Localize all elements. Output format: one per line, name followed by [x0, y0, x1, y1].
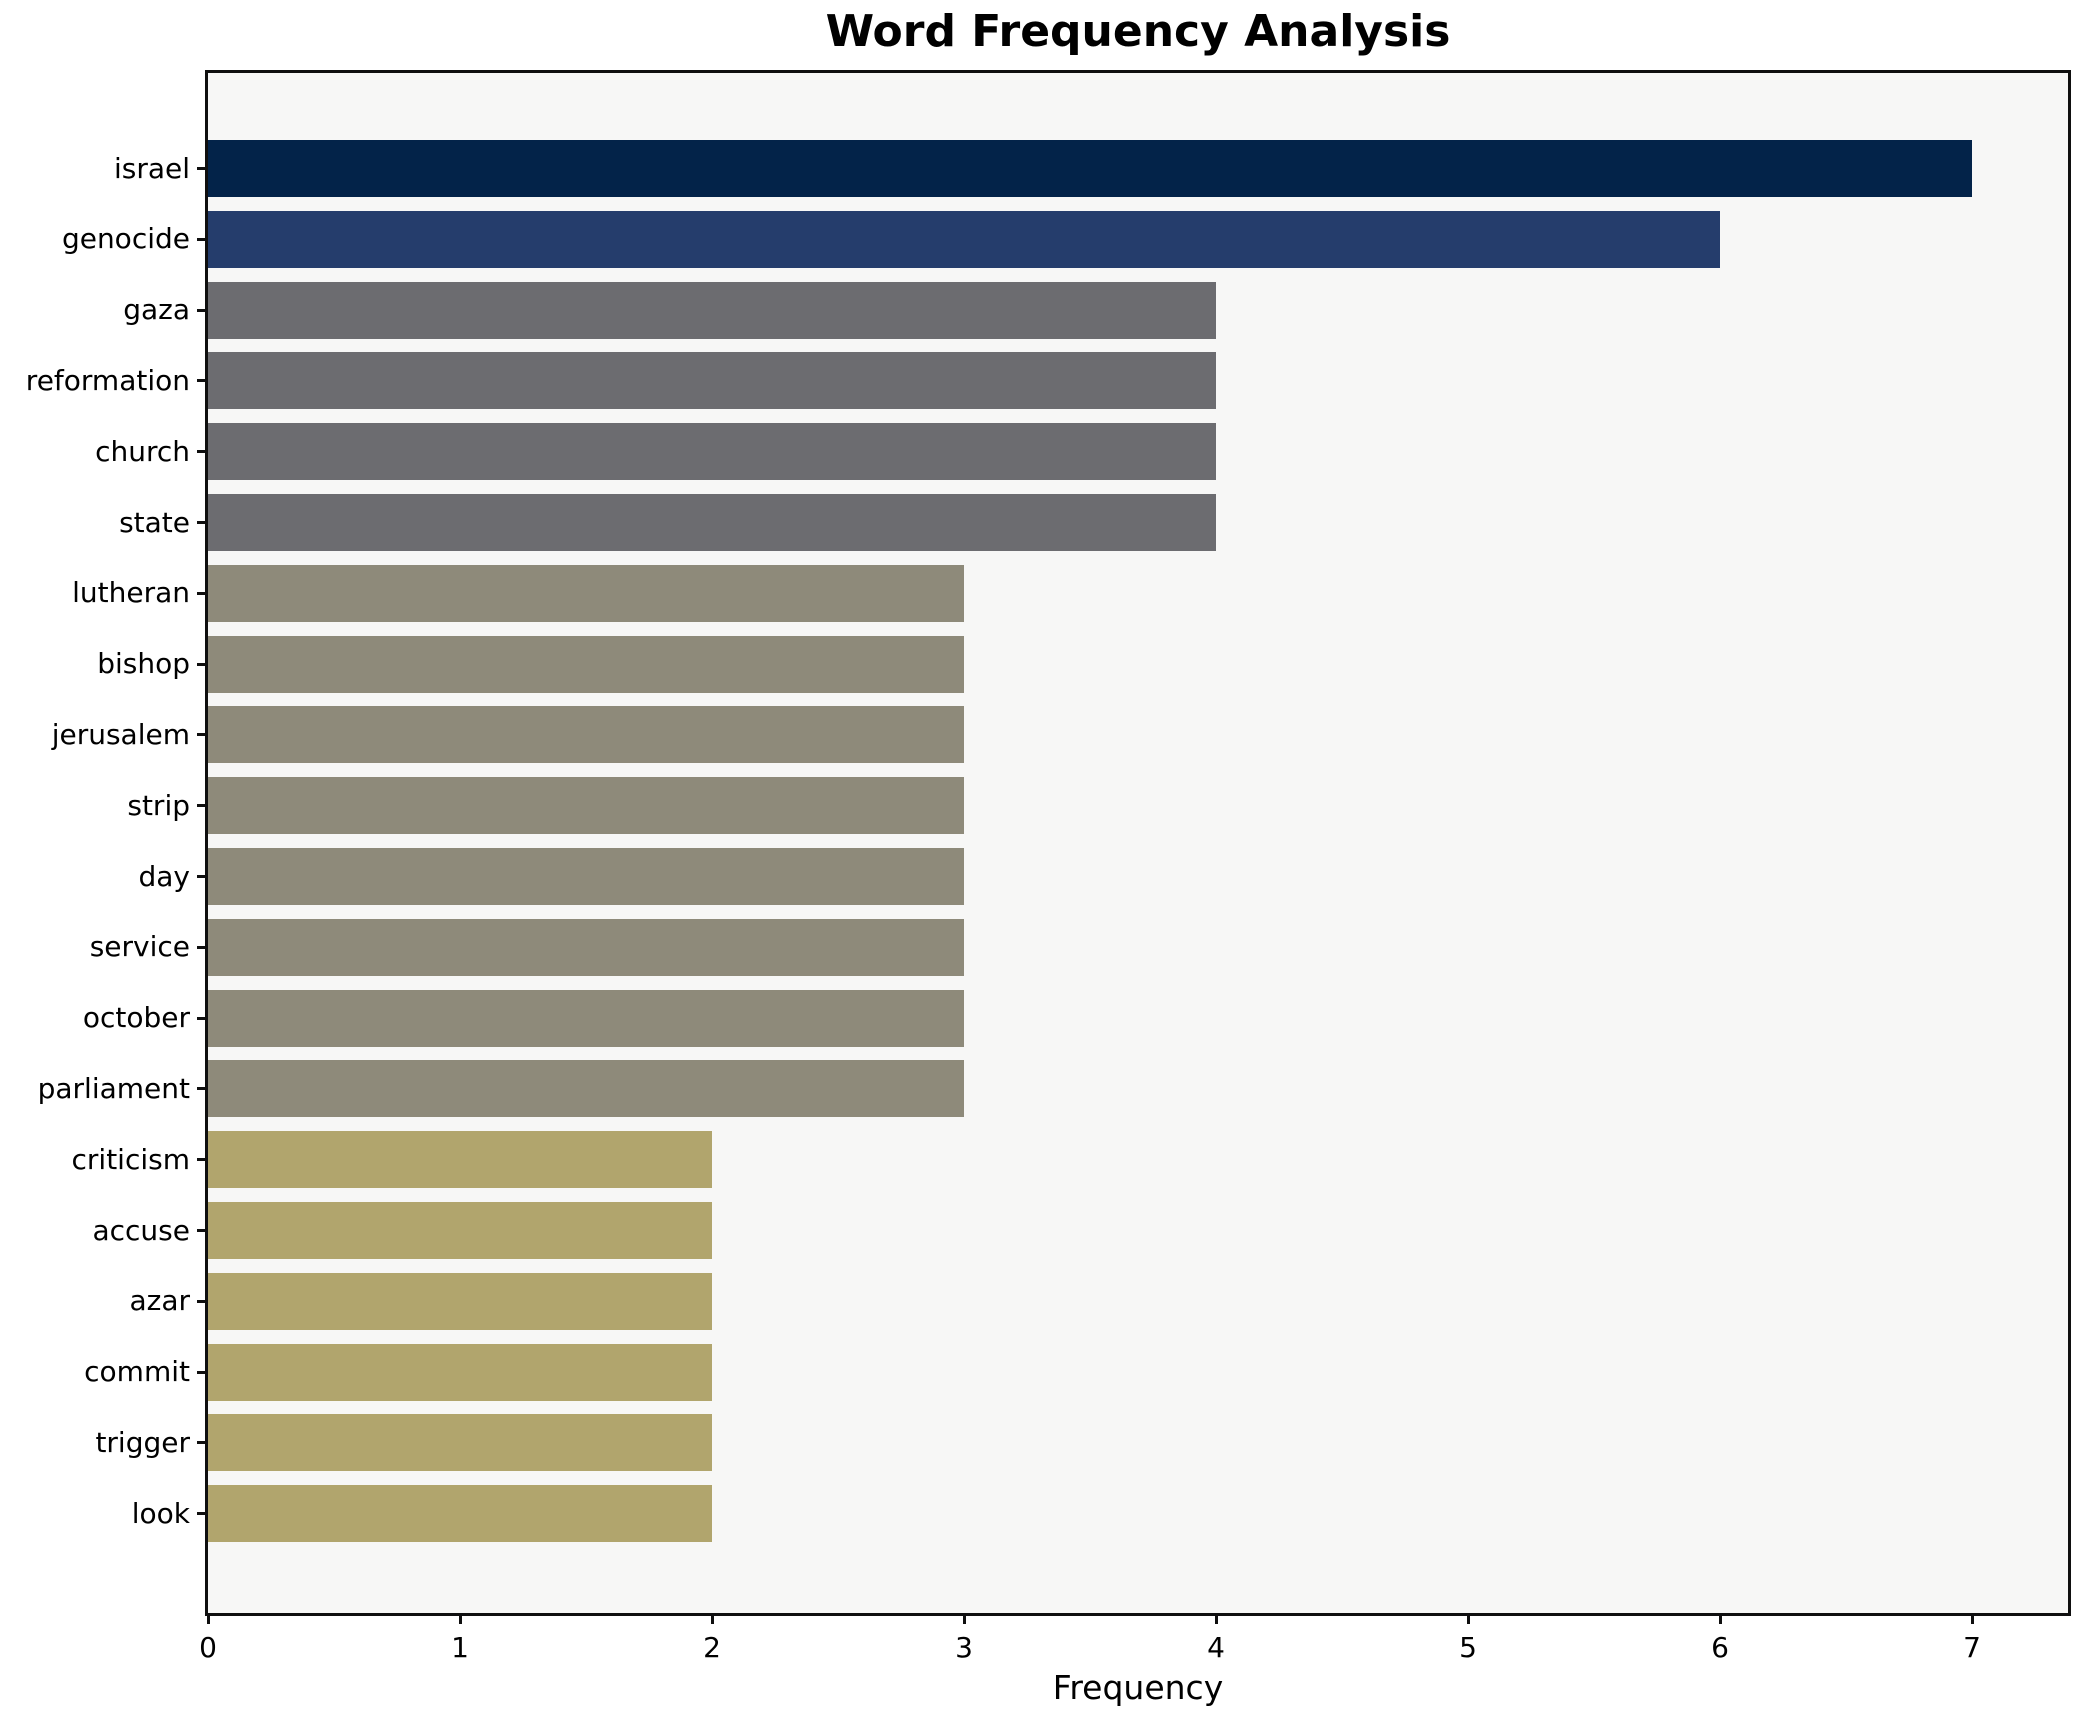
y-tick-mark [197, 1158, 208, 1162]
x-axis-label: Frequency [1052, 1668, 1224, 1707]
y-tick-mark [197, 308, 208, 312]
y-tick-mark [197, 1299, 208, 1303]
y-tick-label-lutheran: lutheran [72, 576, 190, 610]
bar-bishop [208, 635, 964, 693]
y-tick-label-gaza: gaza [123, 293, 190, 327]
bar-strip [208, 777, 964, 835]
bar-reformation [208, 352, 1216, 410]
y-tick-label-october: october [82, 1001, 190, 1035]
x-tick-label-0: 0 [199, 1631, 217, 1664]
y-tick-label-look: look [131, 1496, 190, 1530]
y-tick-mark [197, 1441, 208, 1445]
y-tick-label-state: state [119, 505, 190, 539]
bar-look [208, 1485, 712, 1543]
y-tick-label-parliament: parliament [37, 1071, 190, 1105]
y-tick-label-service: service [89, 930, 190, 964]
bar-church [208, 423, 1216, 481]
y-tick-label-israel: israel [113, 151, 190, 185]
y-tick-mark [197, 1016, 208, 1020]
y-tick-mark [197, 521, 208, 524]
bar-jerusalem [208, 706, 964, 764]
y-tick-label-bishop: bishop [97, 647, 190, 681]
x-tick-label-7: 7 [1963, 1631, 1981, 1664]
x-tick-mark [1466, 1613, 1470, 1624]
y-tick-mark [197, 662, 208, 666]
y-tick-label-church: church [95, 434, 190, 468]
y-tick-label-day: day [138, 859, 190, 893]
y-tick-label-reformation: reformation [25, 363, 190, 397]
x-tick-mark [710, 1613, 714, 1624]
y-tick-label-accuse: accuse [92, 1213, 190, 1247]
y-tick-mark [197, 733, 208, 737]
bar-israel [208, 140, 1972, 197]
bar-service [208, 918, 964, 976]
bar-accuse [208, 1202, 712, 1259]
y-tick-mark [197, 237, 208, 241]
y-tick-label-criticism: criticism [71, 1142, 190, 1176]
y-tick-mark [197, 379, 208, 383]
bar-trigger [208, 1414, 712, 1472]
bar-criticism [208, 1131, 712, 1189]
bar-azar [208, 1272, 712, 1330]
y-tick-mark [197, 875, 208, 878]
bar-october [208, 989, 964, 1047]
y-tick-mark [197, 1370, 208, 1374]
bar-state [208, 494, 1216, 551]
bar-genocide [208, 210, 1720, 268]
y-tick-label-azar: azar [129, 1284, 190, 1318]
y-tick-mark [197, 450, 208, 454]
x-tick-label-2: 2 [703, 1631, 721, 1664]
bar-commit [208, 1343, 712, 1401]
x-tick-label-6: 6 [1711, 1631, 1729, 1664]
x-tick-mark [962, 1613, 966, 1624]
y-tick-mark [197, 1087, 208, 1091]
x-tick-mark [1970, 1613, 1974, 1624]
y-tick-mark [197, 804, 208, 808]
y-tick-label-strip: strip [127, 788, 190, 822]
bar-gaza [208, 281, 1216, 339]
y-tick-mark [197, 167, 208, 170]
y-tick-label-genocide: genocide [61, 222, 190, 256]
x-tick-label-1: 1 [451, 1631, 469, 1664]
bar-parliament [208, 1060, 964, 1118]
y-tick-mark [197, 1229, 208, 1232]
y-tick-label-trigger: trigger [95, 1425, 190, 1459]
y-tick-label-jerusalem: jerusalem [51, 717, 190, 751]
x-tick-mark [206, 1613, 210, 1624]
x-tick-label-3: 3 [955, 1631, 973, 1664]
y-tick-mark [197, 1512, 208, 1516]
x-tick-mark [458, 1613, 462, 1624]
y-tick-label-commit: commit [84, 1355, 190, 1389]
bar-day [208, 848, 964, 905]
x-tick-label-4: 4 [1207, 1631, 1225, 1664]
x-tick-mark [1214, 1613, 1218, 1624]
x-tick-mark [1718, 1613, 1722, 1624]
y-tick-mark [197, 591, 208, 595]
y-tick-mark [197, 945, 208, 949]
bar-lutheran [208, 564, 964, 622]
x-tick-label-5: 5 [1459, 1631, 1477, 1664]
chart-title: Word Frequency Analysis [825, 6, 1451, 57]
